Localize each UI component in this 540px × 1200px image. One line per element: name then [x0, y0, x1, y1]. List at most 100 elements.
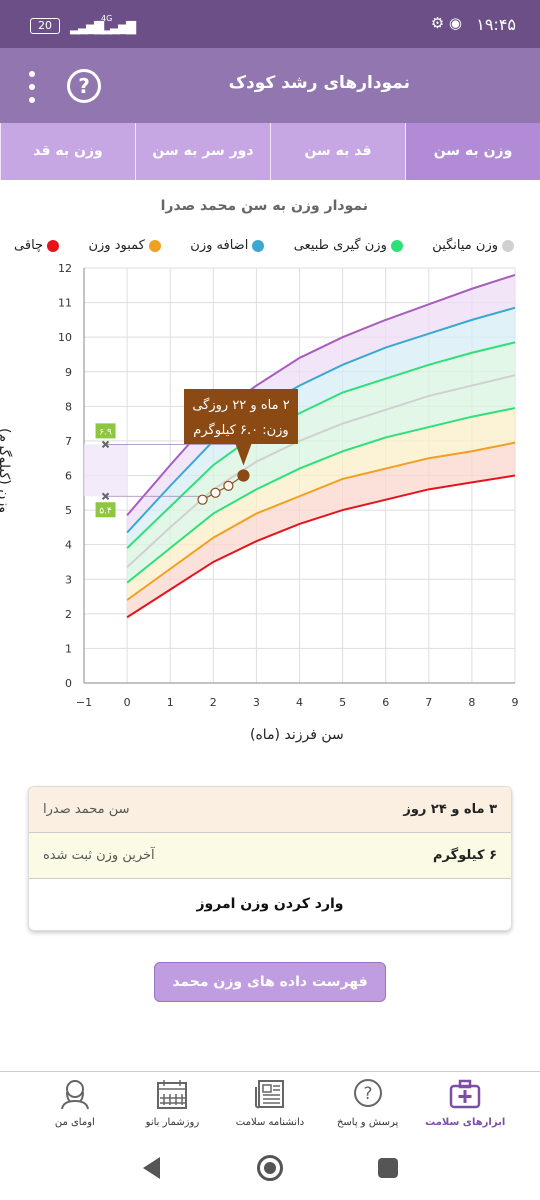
- user-icon: [60, 1080, 89, 1110]
- signal-icon: ▂▃▅▇: [70, 20, 104, 35]
- overflow-menu-icon[interactable]: [27, 71, 37, 103]
- last-weight-row: آخرین وزن ثبت شده ۶ کیلوگرم: [29, 833, 511, 879]
- help-icon[interactable]: ?: [67, 69, 101, 103]
- tab-weight-for-age[interactable]: وزن به سن: [405, 123, 540, 180]
- tab-head-circumference[interactable]: دور سر به سن: [135, 123, 270, 180]
- x-tick-label: 2: [210, 696, 217, 709]
- y-tick-label: 10: [58, 331, 72, 344]
- enter-today-weight-button[interactable]: وارد کردن وزن امروز: [196, 896, 344, 912]
- x-axis-label: سن فرزند (ماه): [250, 727, 344, 743]
- chart-legend: چاقی کمبود وزن اضافه وزن وزن گیری طبیعی …: [14, 238, 514, 253]
- y-tick-label: 2: [65, 608, 72, 621]
- status-bar: 20 ▂▃▅▇ 4G ▂▃▅▇ ⚙ ◉ ۱۹:۴۵: [0, 0, 540, 48]
- legend-item-average[interactable]: وزن میانگین: [432, 238, 514, 253]
- back-icon[interactable]: [143, 1157, 160, 1179]
- y-tick-label: 5: [65, 504, 72, 517]
- weight-data-list-button[interactable]: فهرست داده های وزن محمد صدرا: [154, 962, 386, 1028]
- child-weight-point: [210, 487, 221, 498]
- x-tick-label: 9: [512, 696, 519, 709]
- page-title: نمودارهای رشد کودک: [228, 73, 410, 93]
- growth-curve: [126, 374, 516, 568]
- nav-profile[interactable]: اومای من: [26, 1072, 124, 1137]
- legend-dot: [47, 239, 60, 252]
- reference-badge-label: ۶.۹: [99, 427, 112, 437]
- reference-marker: [101, 492, 110, 500]
- x-tick-label: 1: [167, 696, 174, 709]
- system-nav-bar: [0, 1137, 540, 1200]
- svg-text:?: ?: [363, 1084, 372, 1104]
- status-icons: ⚙ ◉: [430, 14, 462, 32]
- clock: ۱۹:۴۵: [476, 15, 516, 34]
- tooltip-date: ۲ ماه و ۲۲ روزگی: [192, 397, 289, 413]
- y-tick-label: 11: [58, 297, 72, 310]
- medical-kit-icon: [449, 1079, 481, 1109]
- chart-band: [127, 442, 515, 618]
- home-icon[interactable]: [257, 1155, 283, 1181]
- reference-badge-label: ۵.۴: [99, 506, 112, 516]
- legend-item-normal[interactable]: وزن گیری طبیعی: [294, 238, 403, 253]
- legend-item-underweight[interactable]: کمبود وزن: [88, 238, 161, 253]
- y-tick-label: 7: [65, 435, 72, 448]
- nav-label: ابزارهای سلامت: [425, 1117, 506, 1128]
- legend-dot: [148, 239, 161, 252]
- app-bar: ? نمودارهای رشد کودک: [0, 48, 540, 123]
- newspaper-icon: [255, 1080, 285, 1109]
- chart-title: نمودار وزن به سن محمد صدرا: [160, 198, 368, 214]
- child-weight-point: [237, 469, 250, 482]
- y-tick-label: 3: [65, 573, 72, 586]
- question-bubble-icon: ?: [353, 1079, 382, 1107]
- recent-apps-icon[interactable]: [378, 1158, 398, 1178]
- legend-dot: [502, 239, 514, 252]
- child-weight-point: [197, 494, 208, 505]
- child-weight-line: [202, 475, 244, 501]
- x-tick-label: 7: [425, 696, 432, 709]
- tooltip-box: [184, 389, 298, 466]
- child-weight-point: [223, 480, 234, 491]
- age-row: سن محمد صدرا ۳ ماه و ۲۴ روز: [29, 787, 511, 833]
- nav-health-tools[interactable]: ابزارهای سلامت: [416, 1072, 514, 1137]
- last-weight-value: ۶ کیلوگرم: [433, 848, 497, 863]
- nav-encyclopedia[interactable]: دانشنامه سلامت: [221, 1072, 319, 1137]
- x-tick-label: 5: [339, 696, 346, 709]
- legend-label: چاقی: [14, 238, 44, 253]
- nav-label: روزشمار بانو: [145, 1117, 200, 1128]
- x-tick-label: 8: [468, 696, 475, 709]
- legend-item-obese[interactable]: چاقی: [14, 238, 60, 253]
- x-tick-label: 4: [296, 696, 303, 709]
- growth-curve: [126, 341, 516, 549]
- reference-marker: [101, 440, 110, 449]
- reference-badge: [95, 423, 116, 439]
- network-type: 4G: [101, 14, 113, 23]
- legend-dot: [252, 239, 265, 252]
- y-tick-label: 6: [65, 470, 72, 483]
- nav-label: دانشنامه سلامت: [235, 1117, 305, 1128]
- legend-item-overweight[interactable]: اضافه وزن: [190, 238, 265, 253]
- growth-curve: [126, 441, 516, 601]
- growth-curve: [126, 474, 516, 619]
- nav-questions[interactable]: ? پرسش و پاسخ: [319, 1072, 417, 1137]
- y-tick-label: 9: [65, 366, 72, 379]
- y-tick-label: 1: [65, 642, 72, 655]
- nav-calendar[interactable]: روزشمار بانو: [124, 1072, 222, 1137]
- nav-label: اومای من: [54, 1117, 95, 1128]
- info-card: سن محمد صدرا ۳ ماه و ۲۴ روز آخرین وزن ثب…: [28, 786, 512, 931]
- last-weight-label: آخرین وزن ثبت شده: [43, 848, 155, 863]
- growth-curve: [126, 306, 516, 534]
- legend-dot: [390, 239, 403, 252]
- tab-height-for-age[interactable]: قد به سن: [270, 123, 405, 180]
- growth-curve: [126, 407, 516, 584]
- x-tick-label: 3: [253, 696, 260, 709]
- y-tick-label: 12: [58, 262, 72, 275]
- nav-label: پرسش و پاسخ: [336, 1117, 399, 1128]
- x-tick-label: 0: [124, 696, 131, 709]
- signal-icon-2: ▂▃▅▇: [102, 20, 136, 35]
- tab-weight-for-height[interactable]: وزن به قد: [0, 123, 135, 180]
- x-tick-label: 6: [382, 696, 389, 709]
- legend-label: وزن گیری طبیعی: [293, 238, 387, 253]
- y-tick-label: 8: [65, 400, 72, 413]
- chart-band: [127, 274, 515, 533]
- reference-range: [84, 444, 128, 497]
- legend-label: اضافه وزن: [190, 238, 249, 253]
- growth-chart: −1 0 1 2 3 4 5 6 7 8 9 0 1 2 3 4 5 6 7 8 9 10 11 12 ۶.۹ ۵.۴ ۲ ماه …: [0, 256, 540, 756]
